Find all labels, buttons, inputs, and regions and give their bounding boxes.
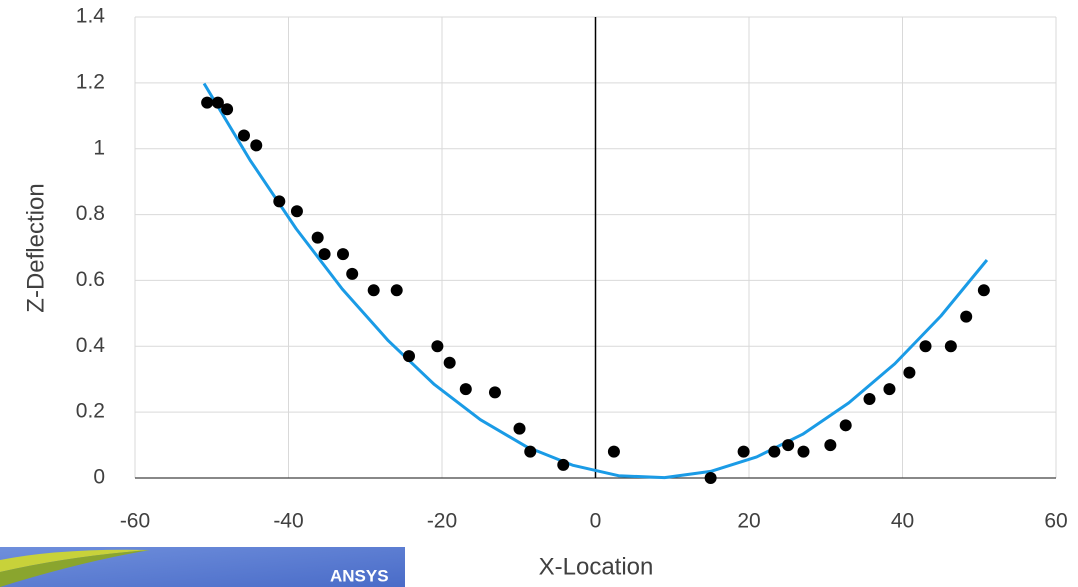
y-tick-label: 0.6 (76, 268, 105, 291)
y-tick-label: 0.8 (76, 202, 105, 225)
x-tick-label: -40 (273, 510, 303, 533)
data-point (319, 248, 331, 260)
page: {"chart_data": {"type": "scatter", "x_la… (0, 0, 1078, 587)
x-tick-label: 20 (737, 510, 760, 533)
data-point (201, 97, 213, 109)
y-tick-label: 0.4 (76, 334, 106, 357)
x-axis-title: X-Location (539, 553, 654, 580)
y-tick-label: 0.2 (76, 400, 105, 423)
data-point (514, 423, 526, 435)
data-point (960, 311, 972, 323)
ansys-logo-text: ANSYS (330, 566, 389, 585)
data-point (391, 284, 403, 296)
data-point (557, 459, 569, 471)
x-tick-label: 0 (590, 510, 602, 533)
data-point (797, 446, 809, 458)
data-point (291, 205, 303, 217)
data-point (768, 446, 780, 458)
x-tick-label: 40 (891, 510, 914, 533)
data-point (403, 350, 415, 362)
data-point (273, 195, 285, 207)
data-point (782, 439, 794, 451)
data-point (368, 284, 380, 296)
data-point (221, 103, 233, 115)
plot-area: 0 0.2 0.4 0.6 0.8 1 1.2 1.4 -60 -40 -20 0 20 40 60 (76, 5, 1068, 533)
data-point (738, 446, 750, 458)
y-tick-label: 0 (93, 466, 105, 489)
data-point (883, 383, 895, 395)
data-point (444, 357, 456, 369)
data-point (978, 284, 990, 296)
x-tick-label: -20 (427, 510, 457, 533)
data-point (863, 393, 875, 405)
data-point (903, 367, 915, 379)
data-point (337, 248, 349, 260)
data-point (608, 446, 620, 458)
x-tick-label: -60 (120, 510, 150, 533)
y-tick-label: 1.2 (76, 70, 105, 93)
data-point (346, 268, 358, 280)
data-point (945, 340, 957, 352)
ansys-image: ANSYS (0, 547, 405, 587)
data-point (460, 383, 472, 395)
y-axis-title: Z-Deflection (22, 183, 49, 312)
data-point (705, 472, 717, 484)
y-tick-label: 1 (93, 136, 105, 159)
data-point (312, 232, 324, 244)
data-point (824, 439, 836, 451)
data-point (250, 139, 262, 151)
x-tick-label: 60 (1044, 510, 1067, 533)
data-point (431, 340, 443, 352)
data-point (920, 340, 932, 352)
chart: 0 0.2 0.4 0.6 0.8 1 1.2 1.4 -60 -40 -20 0 20 40 60 X-L… (0, 0, 1078, 587)
data-point (840, 419, 852, 431)
data-point (489, 386, 501, 398)
data-point (524, 446, 536, 458)
y-tick-label: 1.4 (76, 5, 106, 28)
data-point (238, 130, 250, 142)
